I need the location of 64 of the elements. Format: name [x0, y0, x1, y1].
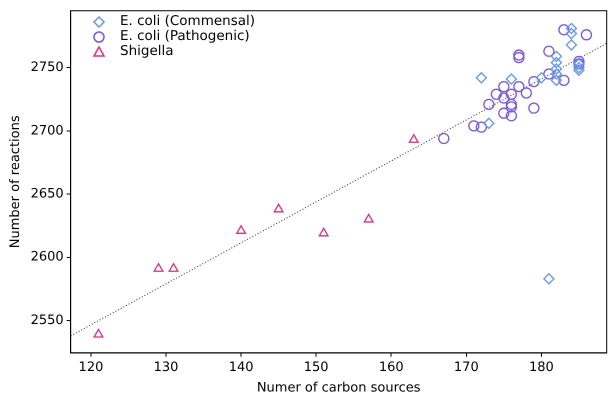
- point: [513, 81, 525, 92]
- y-tick-label: 2650: [30, 186, 64, 202]
- point: [580, 29, 592, 40]
- point: [573, 62, 585, 74]
- point: [528, 102, 540, 114]
- point: [558, 74, 570, 86]
- y-tick-label: 2550: [30, 312, 64, 328]
- x-tick-label: 150: [304, 360, 329, 375]
- point: [566, 39, 578, 51]
- point: [566, 22, 578, 34]
- point: [506, 98, 518, 110]
- x-tick-label: 120: [78, 360, 104, 375]
- point: [438, 132, 450, 144]
- point: [528, 76, 540, 88]
- point: [550, 63, 562, 75]
- legend-label: Shigella: [120, 43, 174, 59]
- point: [506, 110, 518, 122]
- point: [513, 49, 525, 61]
- x-axis-title: Numer of carbon sources: [256, 380, 421, 396]
- point: [468, 120, 480, 132]
- point: [408, 134, 419, 143]
- point: [506, 88, 518, 100]
- legend-label: E. coli (Pathogenic): [120, 28, 250, 44]
- point: [550, 68, 562, 80]
- y-tick-label: 2750: [30, 60, 64, 76]
- point: [558, 24, 570, 36]
- point: [236, 225, 246, 234]
- y-tick-label: 2700: [30, 123, 64, 138]
- point: [483, 98, 494, 110]
- point: [513, 52, 525, 64]
- point: [550, 56, 562, 68]
- x-tick-label: 130: [154, 360, 178, 375]
- point: [364, 214, 374, 223]
- point: [154, 263, 164, 272]
- x-tick-label: 170: [454, 360, 479, 375]
- point: [498, 92, 510, 104]
- point: [498, 108, 510, 119]
- point: [93, 328, 104, 338]
- point: [566, 28, 578, 40]
- point: [550, 50, 562, 62]
- point: [543, 68, 555, 80]
- point: [476, 72, 487, 84]
- point: [274, 204, 284, 212]
- point: [573, 64, 585, 76]
- point: [490, 88, 502, 100]
- point: [476, 121, 487, 133]
- point: [573, 56, 585, 68]
- x-tick-label: 160: [378, 360, 404, 375]
- point: [550, 74, 562, 86]
- x-tick-label: 140: [228, 360, 254, 375]
- y-tick-label: 2600: [30, 250, 64, 265]
- point: [168, 263, 179, 272]
- point: [318, 228, 329, 236]
- point: [506, 101, 518, 113]
- point: [483, 118, 494, 129]
- y-axis-title: Number of reactions: [8, 115, 24, 248]
- point: [498, 81, 510, 92]
- point: [536, 72, 548, 84]
- point: [520, 87, 532, 99]
- point: [506, 73, 518, 85]
- legend-label: E. coli (Commensal): [120, 13, 256, 29]
- x-tick-label: 180: [528, 360, 554, 375]
- point: [543, 273, 555, 284]
- point: [543, 46, 555, 57]
